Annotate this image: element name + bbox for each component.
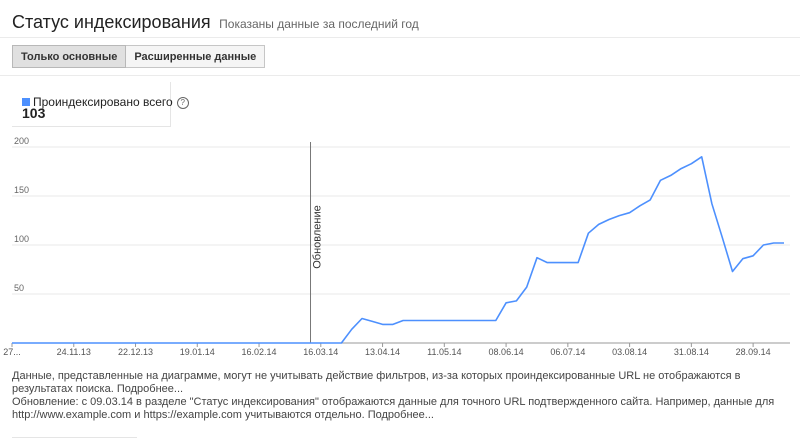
x-tick-label: 16.03.14 [303, 347, 338, 357]
x-tick-label: 28.09.14 [736, 347, 771, 357]
x-tick-label: 13.04.14 [365, 347, 400, 357]
y-tick-label: 200 [14, 137, 29, 146]
toolbar-divider [0, 75, 800, 76]
page-header: Статус индексирования Показаны данные за… [12, 12, 419, 33]
x-tick-label: 31.08.14 [674, 347, 709, 357]
update-annotation-label: Обновление [312, 205, 324, 269]
x-tick-label: 24.11.13 [57, 347, 91, 357]
x-tick-label: 03.08.14 [612, 347, 647, 357]
x-tick-label: 27... [3, 347, 21, 357]
legend-entry[interactable]: Проиндексировано всего? [22, 95, 189, 109]
header-divider [0, 37, 800, 38]
legend-total-value: 103 [22, 105, 46, 121]
update-note: Обновление: с 09.03.14 в разделе "Статус… [12, 396, 775, 421]
legend-swatch [22, 98, 30, 106]
y-tick-label: 100 [14, 234, 29, 244]
y-tick-label: 50 [14, 283, 24, 293]
question-circle-icon[interactable]: ? [176, 97, 189, 109]
x-tick-label: 22.12.13 [118, 347, 153, 357]
legend-label: Проиндексировано всего [33, 95, 173, 109]
x-tick-label: 16.02.14 [242, 347, 277, 357]
footer-divider [12, 437, 137, 438]
page-subtitle: Показаны данные за последний год [219, 17, 419, 31]
index-status-chart: 50 100 150 200 27... 24.11.13 22.12.13 19.01.14… [3, 137, 790, 357]
advanced-data-button[interactable]: Расширенные данные [126, 45, 266, 68]
basic-data-button[interactable]: Только основные [12, 45, 127, 68]
x-tick-label: 06.07.14 [550, 347, 585, 357]
x-tick-label: 19.01.14 [180, 347, 215, 357]
x-tick-label: 08.06.14 [489, 347, 524, 357]
series-line-indexed-total [12, 155, 784, 344]
x-tick-label: 11.05.14 [427, 347, 461, 357]
page-title: Статус индексирования [12, 12, 211, 32]
y-tick-label: 150 [14, 185, 29, 195]
legend-card: Проиндексировано всего? 103 [12, 82, 189, 127]
data-mode-toggle: Только основные Расширенные данные [12, 45, 266, 68]
filter-note: Данные, представленные на диаграмме, мог… [12, 370, 741, 395]
